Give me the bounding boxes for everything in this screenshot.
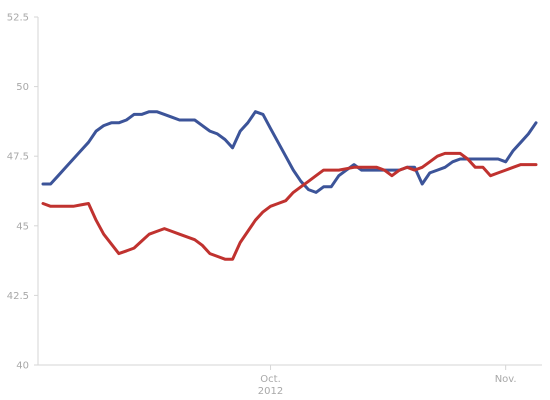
x-tick-year-label: 2012 <box>258 386 283 397</box>
chart-axes <box>37 17 542 366</box>
y-tick-label: 40 <box>16 361 29 372</box>
y-tick-label: 45 <box>16 221 29 232</box>
chart-series <box>41 110 538 261</box>
series-line-1 <box>41 110 538 194</box>
y-tick-label: 42.5 <box>7 291 29 302</box>
x-tick-label: Nov. <box>495 374 517 385</box>
y-tick-label: 52.5 <box>7 13 29 24</box>
y-tick-label: 47.5 <box>7 152 29 163</box>
series-line-2 <box>41 151 538 261</box>
x-tick-label: Oct. <box>260 374 280 385</box>
y-tick-label: 50 <box>16 82 29 93</box>
y-axis-ticks: 40 42.5 45 47.5 50 52.5 <box>7 13 38 372</box>
x-axis-ticks: Oct.2012 Nov. <box>258 365 517 397</box>
